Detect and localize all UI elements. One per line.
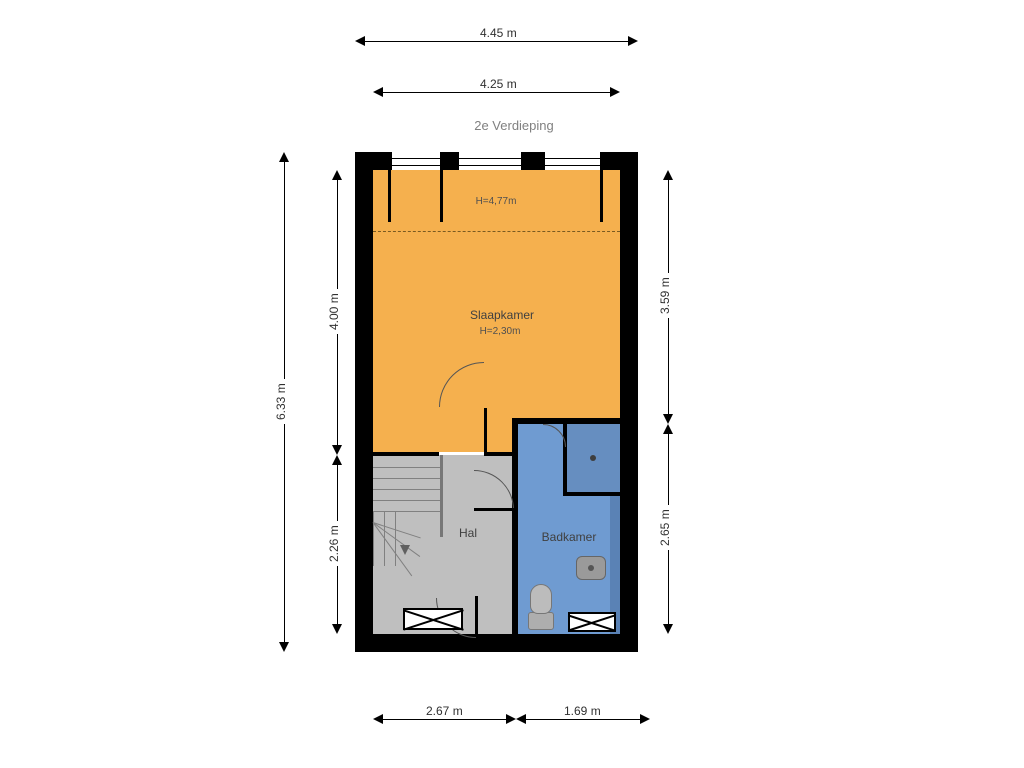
arrow-icon: [373, 714, 383, 724]
arrow-icon: [506, 714, 516, 724]
wall-top-seg: [600, 152, 638, 170]
arrow-icon: [332, 455, 342, 465]
arrow-icon: [663, 424, 673, 434]
dim-right-upper-label: 3.59 m: [658, 273, 672, 318]
arrow-icon: [663, 624, 673, 634]
toilet-bowl: [530, 584, 552, 614]
arrow-icon: [663, 414, 673, 424]
stair-tread: [373, 467, 440, 468]
stair-tread: [373, 478, 440, 479]
wall-hal-top: [373, 452, 439, 456]
wall-right: [620, 152, 638, 652]
dim-right-lower-label: 2.65 m: [658, 505, 672, 550]
dim-bottom-left-line: [383, 719, 506, 720]
velux-crossbox: [403, 608, 463, 630]
wall-top-seg: [440, 152, 459, 170]
arrow-icon: [663, 170, 673, 180]
stair-tread: [373, 500, 440, 501]
arrow-icon: [332, 170, 342, 180]
door-leaf: [484, 408, 487, 453]
stair-tread: [373, 489, 440, 490]
arrow-icon: [279, 152, 289, 162]
arrow-icon: [628, 36, 638, 46]
dim-top-outer-label: 4.45 m: [474, 26, 523, 40]
window-top: [392, 158, 440, 166]
room-slaapkamer: [373, 170, 620, 422]
arrow-icon: [332, 445, 342, 455]
floor-title: 2e Verdieping: [454, 118, 574, 133]
toilet-tank: [528, 612, 554, 630]
wall-left: [355, 152, 373, 652]
wall-top-seg: [355, 152, 392, 170]
wall-stair-right: [440, 455, 443, 537]
door-leaf: [474, 508, 514, 511]
arrow-icon: [373, 87, 383, 97]
arrow-icon: [516, 714, 526, 724]
dim-bottom-left-label: 2.67 m: [420, 704, 469, 718]
wall-bath-left: [512, 418, 518, 634]
stair-direction-arrow-icon: [400, 545, 410, 555]
window-top: [459, 158, 521, 166]
dim-bottom-right-label: 1.69 m: [558, 704, 607, 718]
arrow-icon: [332, 624, 342, 634]
arrow-icon: [610, 87, 620, 97]
window-jamb: [440, 170, 443, 222]
room-slaapkamer-ext: [373, 418, 516, 452]
dim-left-upper-label: 4.00 m: [327, 289, 341, 334]
wall-hal-top: [484, 452, 516, 456]
door-leaf: [475, 596, 478, 634]
dim-bottom-right-line: [526, 719, 640, 720]
floorplan-stage: 2e Verdieping 4.45 m 4.25 m 6.33 m 4.00 …: [0, 0, 1024, 768]
dim-top-inner-line: [383, 92, 610, 93]
ceiling-edge-line: [373, 231, 620, 232]
slaapkamer-sub: H=2,30m: [470, 326, 530, 337]
wall-top-seg: [521, 152, 545, 170]
dim-top-outer-line: [365, 41, 628, 42]
arrow-icon: [355, 36, 365, 46]
wall-bottom: [355, 634, 638, 652]
sink-drain-icon: [588, 565, 594, 571]
window-jamb: [388, 170, 391, 222]
dim-top-inner-label: 4.25 m: [474, 77, 523, 91]
window-top: [545, 158, 600, 166]
dim-left-outer-label: 6.33 m: [274, 379, 288, 424]
slaapkamer-upper-note: H=4,77m: [456, 196, 536, 207]
slaapkamer-label: Slaapkamer: [462, 308, 542, 322]
window-jamb: [600, 170, 603, 222]
dim-left-lower-label: 2.26 m: [327, 521, 341, 566]
shower-floor: [567, 424, 620, 492]
arrow-icon: [279, 642, 289, 652]
stair-tread: [373, 511, 374, 566]
badkamer-label: Badkamer: [534, 530, 604, 544]
velux-crossbox: [568, 612, 616, 632]
hal-label: Hal: [448, 526, 488, 540]
arrow-icon: [640, 714, 650, 724]
